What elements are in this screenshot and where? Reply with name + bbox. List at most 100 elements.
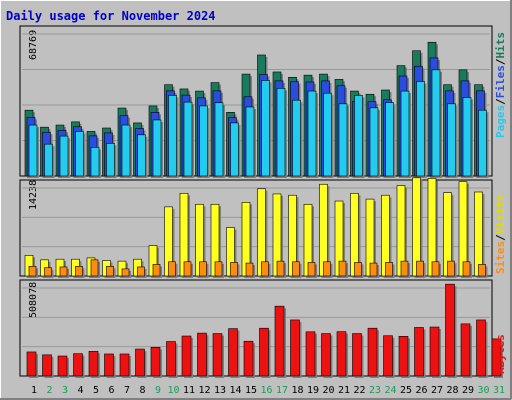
pages-bar (416, 81, 425, 177)
sites-bar (338, 260, 347, 277)
pages-bar (90, 147, 100, 177)
pages-bar (462, 97, 472, 177)
sites-bar (385, 262, 393, 277)
kbytes-bar (42, 354, 52, 377)
kbytes-bar (491, 338, 502, 377)
kbytes-bar (181, 335, 192, 377)
sites-bar (168, 261, 176, 277)
day-label: 9 (155, 385, 161, 396)
legend-sites: Sites (494, 241, 507, 274)
kbytes-bar (383, 335, 393, 377)
visits-bar (427, 178, 437, 277)
kbytes-bar (197, 332, 207, 377)
kbytes-bar (259, 327, 269, 377)
axis-max-label-bot: 508078 (28, 282, 39, 318)
pages-bar (59, 135, 69, 177)
sites-bar (323, 261, 331, 277)
day-label: 17 (276, 385, 288, 396)
pages-bar (183, 101, 193, 177)
legend-sep-3: / (494, 234, 507, 241)
legend-sep-1: / (494, 98, 507, 105)
day-label: 22 (353, 385, 365, 396)
kbytes-bar (73, 353, 83, 377)
kbytes-bar (150, 347, 161, 377)
day-label: 29 (462, 385, 474, 396)
pages-bar (369, 107, 379, 177)
sites-bar (431, 261, 440, 277)
day-label: 21 (338, 385, 350, 396)
day-label: 24 (384, 385, 396, 396)
pages-bar (44, 143, 53, 177)
day-label: 5 (93, 385, 99, 396)
pages-bar (28, 124, 38, 177)
chart-title: Daily usage for November 2024 (6, 9, 216, 23)
bars-hits-files-pages (24, 41, 489, 179)
pages-bar (354, 95, 363, 177)
sites-bar (230, 262, 238, 277)
day-label: 23 (369, 385, 381, 396)
pages-bar (245, 106, 255, 177)
pages-bar (152, 119, 162, 177)
day-label: 26 (415, 385, 427, 396)
sites-bar (400, 260, 409, 277)
sites-bar (462, 261, 471, 277)
visits-bar (474, 191, 483, 277)
kbytes-bar (212, 333, 223, 377)
pages-bar (292, 99, 301, 177)
sites-bar (106, 266, 114, 277)
grid-mid (22, 187, 490, 248)
sites-bar (59, 266, 68, 277)
sites-bar (261, 261, 269, 277)
kbytes-bar (290, 319, 300, 377)
legend-sep-2: / (494, 58, 507, 65)
kbytes-bar (166, 341, 176, 377)
kbytes-bar (336, 331, 347, 377)
kbytes-bar (57, 355, 68, 377)
sites-bar (447, 260, 455, 277)
sites-bar (307, 262, 316, 277)
pages-bar (276, 88, 286, 177)
legend-hits: Hits (494, 32, 507, 59)
day-label: 4 (77, 385, 83, 396)
day-label: 27 (431, 385, 443, 396)
day-label: 7 (124, 385, 130, 396)
day-label: 19 (307, 385, 319, 396)
sites-bar (137, 266, 145, 277)
sites-bar (369, 262, 378, 277)
sites-bar (245, 262, 254, 277)
kbytes-bar (429, 326, 440, 377)
x-axis-day-labels: 1 2 3 4 5 6 7 8 9 10 11 12 13 14 15 16 17 18 19 20 21 22 23 24 2… (31, 385, 505, 396)
sites-bar (75, 266, 83, 277)
panel-kbytes: 508078 (19, 279, 503, 378)
pages-bar (478, 109, 487, 177)
day-label: 8 (139, 385, 145, 396)
kbytes-bar (445, 283, 455, 377)
kbytes-bar (460, 323, 471, 377)
sites-bar (276, 260, 285, 277)
day-label: 18 (291, 385, 303, 396)
kbytes-bar (228, 328, 238, 377)
kbytes-bar (135, 348, 145, 377)
sites-bar (354, 262, 362, 277)
kbytes-bar (398, 336, 409, 377)
day-label: 10 (167, 385, 179, 396)
kbytes-bar (414, 327, 424, 377)
day-label: 12 (198, 385, 210, 396)
sites-bar (478, 264, 486, 277)
kbytes-bar (243, 340, 254, 377)
pages-bar (137, 134, 146, 177)
sites-bar (199, 261, 207, 277)
pages-bar (323, 92, 332, 177)
panel-hits-files-pages: 68769 (19, 25, 493, 179)
kbytes-bar (321, 333, 331, 377)
panel-visits-sites: 14238 (19, 177, 493, 278)
sites-bar (292, 261, 300, 277)
day-label: 15 (245, 385, 257, 396)
pages-bar (121, 124, 131, 177)
pages-bar (447, 103, 456, 177)
legend-bot: KBytes (494, 334, 507, 374)
day-label: 6 (108, 385, 114, 396)
day-label: 16 (260, 385, 272, 396)
bars-visits-sites (24, 177, 488, 278)
